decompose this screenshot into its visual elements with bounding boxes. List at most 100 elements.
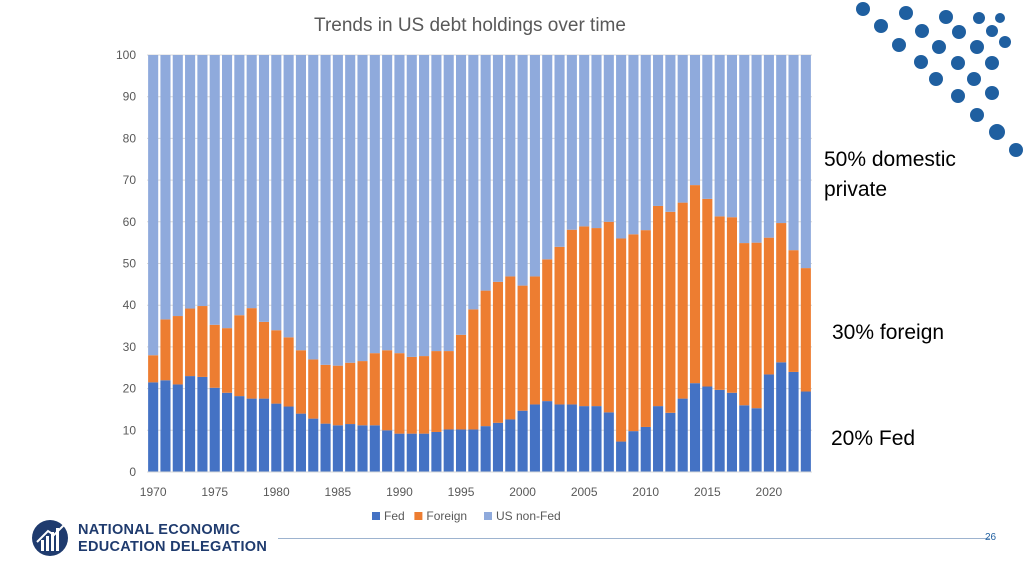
legend-label-fed: Fed (384, 509, 405, 523)
bar-fed-1973 (185, 376, 196, 472)
bar-foreign-1993 (431, 351, 442, 432)
bar-us-non-fed-1993 (431, 55, 442, 352)
page-number: 26 (985, 532, 997, 543)
bar-us-non-fed-2006 (591, 55, 602, 229)
annotation-foreign: 30% foreign (832, 321, 945, 344)
y-tick-label: 70 (123, 173, 137, 187)
legend: Fed Foreign US non-Fed (372, 509, 561, 523)
bar-foreign-1978 (246, 308, 257, 399)
x-tick-label: 2010 (632, 485, 659, 499)
annotation-fed: 20% Fed (831, 427, 916, 450)
bar-fed-2017 (726, 392, 737, 472)
bar-us-non-fed-2011 (653, 55, 664, 206)
bar-foreign-1973 (185, 308, 196, 377)
decorative-dot (915, 24, 929, 38)
bar-foreign-1971 (160, 319, 171, 381)
bar-fed-1979 (258, 398, 270, 472)
bar-foreign-1987 (357, 361, 368, 426)
bar-us-non-fed-2016 (714, 55, 725, 217)
decorative-dot (986, 25, 998, 37)
y-tick-label: 80 (123, 131, 137, 145)
bar-us-non-fed-2023 (800, 55, 811, 269)
bar-fed-1977 (234, 396, 245, 472)
bar-foreign-2014 (689, 185, 701, 384)
bar-us-non-fed-1975 (209, 55, 220, 325)
bar-fed-2015 (702, 386, 713, 472)
bar-fed-1987 (357, 425, 368, 472)
y-tick-label: 30 (123, 340, 137, 354)
bar-us-non-fed-2003 (554, 55, 565, 247)
bar-us-non-fed-1986 (345, 55, 356, 363)
bar-us-non-fed-2021 (776, 55, 787, 224)
bar-us-non-fed-1979 (258, 55, 270, 322)
chart-title: Trends in US debt holdings over time (314, 15, 626, 36)
bar-foreign-2015 (702, 198, 713, 387)
bar-foreign-1981 (283, 337, 294, 407)
bar-foreign-1999 (505, 276, 516, 420)
bar-us-non-fed-1974 (197, 55, 208, 307)
bar-us-non-fed-2001 (529, 55, 540, 277)
decorative-dot (874, 19, 888, 33)
bar-us-non-fed-2007 (603, 55, 614, 222)
bar-us-non-fed-2014 (689, 55, 701, 186)
decorative-dot (973, 12, 985, 24)
bar-us-non-fed-2022 (788, 55, 799, 251)
bar-us-non-fed-1999 (505, 55, 516, 277)
bar-fed-1989 (382, 430, 393, 472)
decorative-dot (951, 89, 965, 103)
bar-us-non-fed-1976 (222, 55, 233, 329)
bar-fed-2014 (689, 383, 701, 472)
bar-fed-1971 (160, 380, 171, 472)
bar-fed-1996 (468, 429, 479, 472)
y-axis-ticks: 0 10 20 30 40 50 60 70 80 90 100 (116, 48, 136, 479)
bar-us-non-fed-1998 (492, 55, 504, 282)
x-tick-label: 1995 (448, 485, 475, 499)
decorative-dot (932, 40, 946, 54)
bar-fed-2019 (751, 408, 762, 472)
bar-us-non-fed-1990 (394, 55, 405, 354)
bar-fed-2000 (517, 410, 528, 472)
org-name-line1: NATIONAL ECONOMIC (78, 522, 241, 538)
bar-fed-1976 (222, 392, 233, 472)
x-tick-label: 2005 (571, 485, 598, 499)
bar-us-non-fed-1995 (455, 55, 467, 335)
bar-foreign-1970 (148, 355, 159, 383)
bar-us-non-fed-1983 (308, 55, 319, 360)
bar-foreign-2023 (800, 268, 811, 392)
bar-fed-1986 (345, 424, 356, 472)
y-tick-label: 0 (129, 465, 136, 479)
bar-fed-2003 (554, 404, 565, 472)
bar-fed-1999 (505, 419, 516, 472)
bar-fed-1990 (394, 433, 405, 472)
legend-label-foreign: Foreign (426, 509, 467, 523)
bar-foreign-1985 (332, 365, 343, 426)
bar-foreign-2013 (677, 202, 688, 399)
bar-fed-2023 (800, 391, 811, 472)
bar-fed-2008 (616, 441, 627, 472)
y-tick-label: 60 (123, 215, 137, 229)
bar-us-non-fed-1991 (406, 55, 417, 357)
bar-foreign-1974 (197, 306, 208, 377)
annotation-domestic: 50% domestic private (824, 148, 956, 201)
bar-fed-2009 (628, 431, 639, 472)
bar-fed-1970 (148, 382, 159, 472)
bar-us-non-fed-2017 (726, 55, 737, 218)
bar-us-non-fed-2013 (677, 55, 688, 203)
decorative-dot (967, 72, 981, 86)
bar-us-non-fed-2000 (517, 55, 528, 286)
bar-fed-2016 (714, 389, 725, 472)
bar-foreign-1984 (320, 364, 331, 424)
bar-foreign-2000 (517, 285, 528, 411)
y-tick-label: 40 (123, 298, 137, 312)
bar-foreign-2002 (542, 259, 553, 402)
decorative-dot (929, 72, 943, 86)
decorative-dot (856, 2, 870, 16)
legend-swatch-foreign (414, 512, 423, 520)
y-tick-label: 20 (123, 382, 137, 396)
bar-us-non-fed-2005 (579, 55, 590, 227)
bar-fed-2002 (542, 401, 553, 472)
bar-us-non-fed-2010 (640, 55, 651, 231)
bar-foreign-1976 (222, 328, 233, 393)
bar-foreign-1986 (345, 362, 356, 425)
